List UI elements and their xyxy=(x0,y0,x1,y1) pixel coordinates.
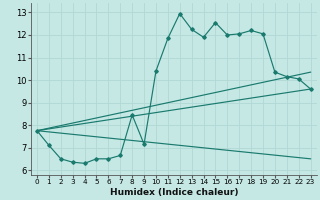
X-axis label: Humidex (Indice chaleur): Humidex (Indice chaleur) xyxy=(109,188,238,197)
